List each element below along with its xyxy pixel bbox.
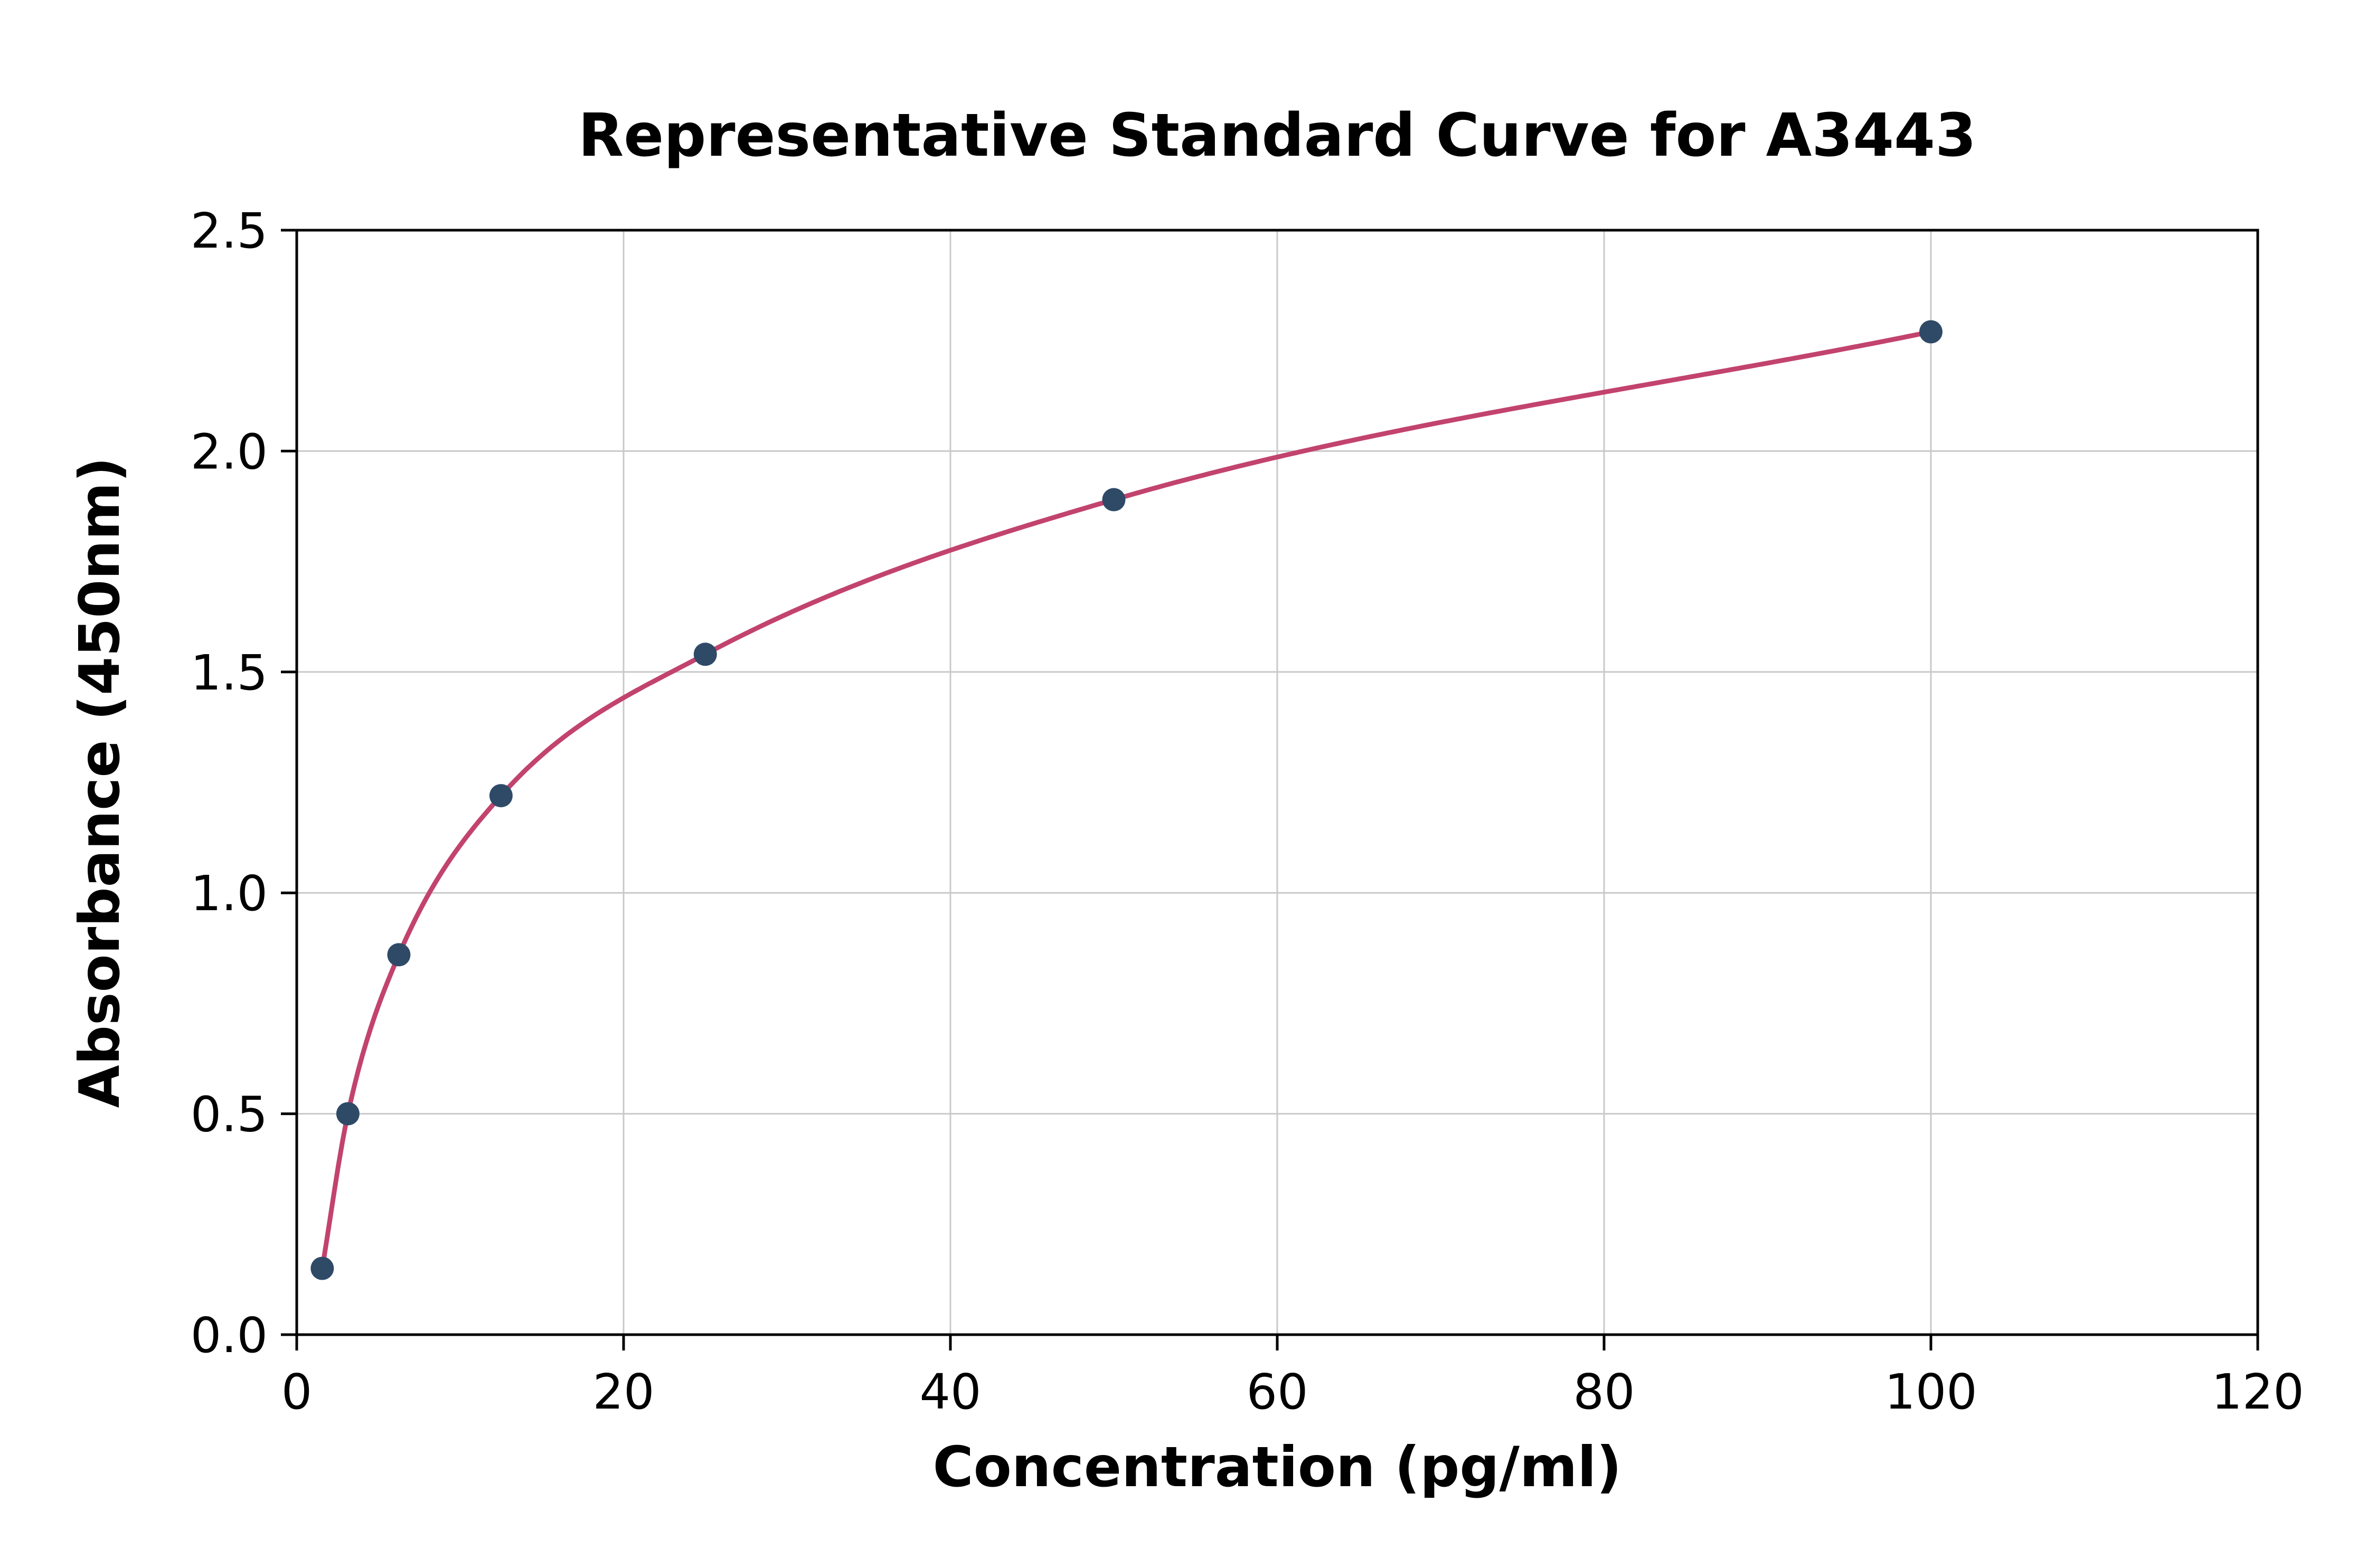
x-tick-label: 100 xyxy=(1884,1364,1977,1420)
y-tick-label: 2.0 xyxy=(191,423,268,480)
data-point xyxy=(1919,320,1943,344)
data-point xyxy=(336,1102,360,1126)
plot-area: 0 20 40 60 80 100 120 0.0 0.5 1.0 1.5 2.0 2.5 xyxy=(191,203,2304,1420)
x-tick-label: 60 xyxy=(1246,1364,1308,1420)
data-point xyxy=(1102,488,1126,512)
plot-border xyxy=(295,229,2259,1336)
y-tick-label: 1.0 xyxy=(191,865,268,922)
data-point xyxy=(310,1257,334,1280)
x-tick-label: 0 xyxy=(281,1364,313,1420)
y-tick-label: 2.5 xyxy=(191,203,268,259)
fit-curve xyxy=(319,329,1934,1271)
x-axis-label: Concentration (pg/ml) xyxy=(933,1435,1622,1499)
data-point xyxy=(387,943,411,967)
x-tick-label: 40 xyxy=(919,1364,981,1420)
x-tick-label: 120 xyxy=(2211,1364,2304,1420)
y-tick-label: 0.5 xyxy=(191,1087,268,1143)
y-tick-label: 1.5 xyxy=(191,645,268,701)
y-axis-label: Absorbance (450nm) xyxy=(68,457,132,1108)
y-tick-label: 0.0 xyxy=(191,1307,268,1364)
data-point xyxy=(489,784,513,808)
x-tick-label: 80 xyxy=(1573,1364,1635,1420)
x-tick-label: 20 xyxy=(592,1364,654,1420)
chart-title: Representative Standard Curve for A3443 xyxy=(578,101,1976,170)
data-point xyxy=(693,643,717,666)
